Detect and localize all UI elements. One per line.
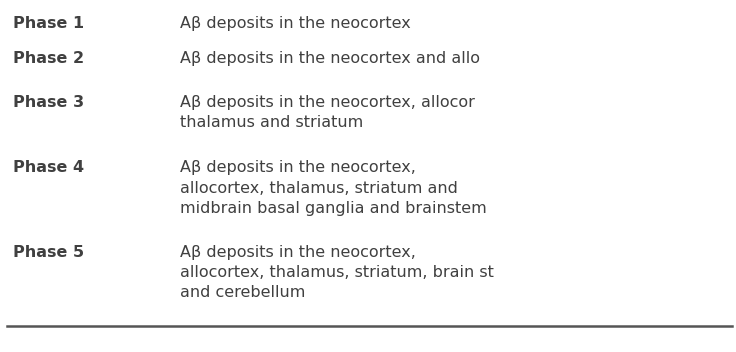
Text: Phase 4: Phase 4 <box>13 160 85 175</box>
Text: Aβ deposits in the neocortex and allo: Aβ deposits in the neocortex and allo <box>180 51 481 66</box>
Text: Phase 2: Phase 2 <box>13 51 85 66</box>
Text: Aβ deposits in the neocortex, allocor
thalamus and striatum: Aβ deposits in the neocortex, allocor th… <box>180 95 475 131</box>
Text: Aβ deposits in the neocortex: Aβ deposits in the neocortex <box>180 16 411 31</box>
Text: Phase 5: Phase 5 <box>13 245 85 260</box>
Text: Phase 1: Phase 1 <box>13 16 85 31</box>
Text: Aβ deposits in the neocortex,
allocortex, thalamus, striatum and
midbrain basal : Aβ deposits in the neocortex, allocortex… <box>180 160 487 216</box>
Text: Aβ deposits in the neocortex,
allocortex, thalamus, striatum, brain st
and cereb: Aβ deposits in the neocortex, allocortex… <box>180 245 494 301</box>
Text: Phase 3: Phase 3 <box>13 95 85 110</box>
